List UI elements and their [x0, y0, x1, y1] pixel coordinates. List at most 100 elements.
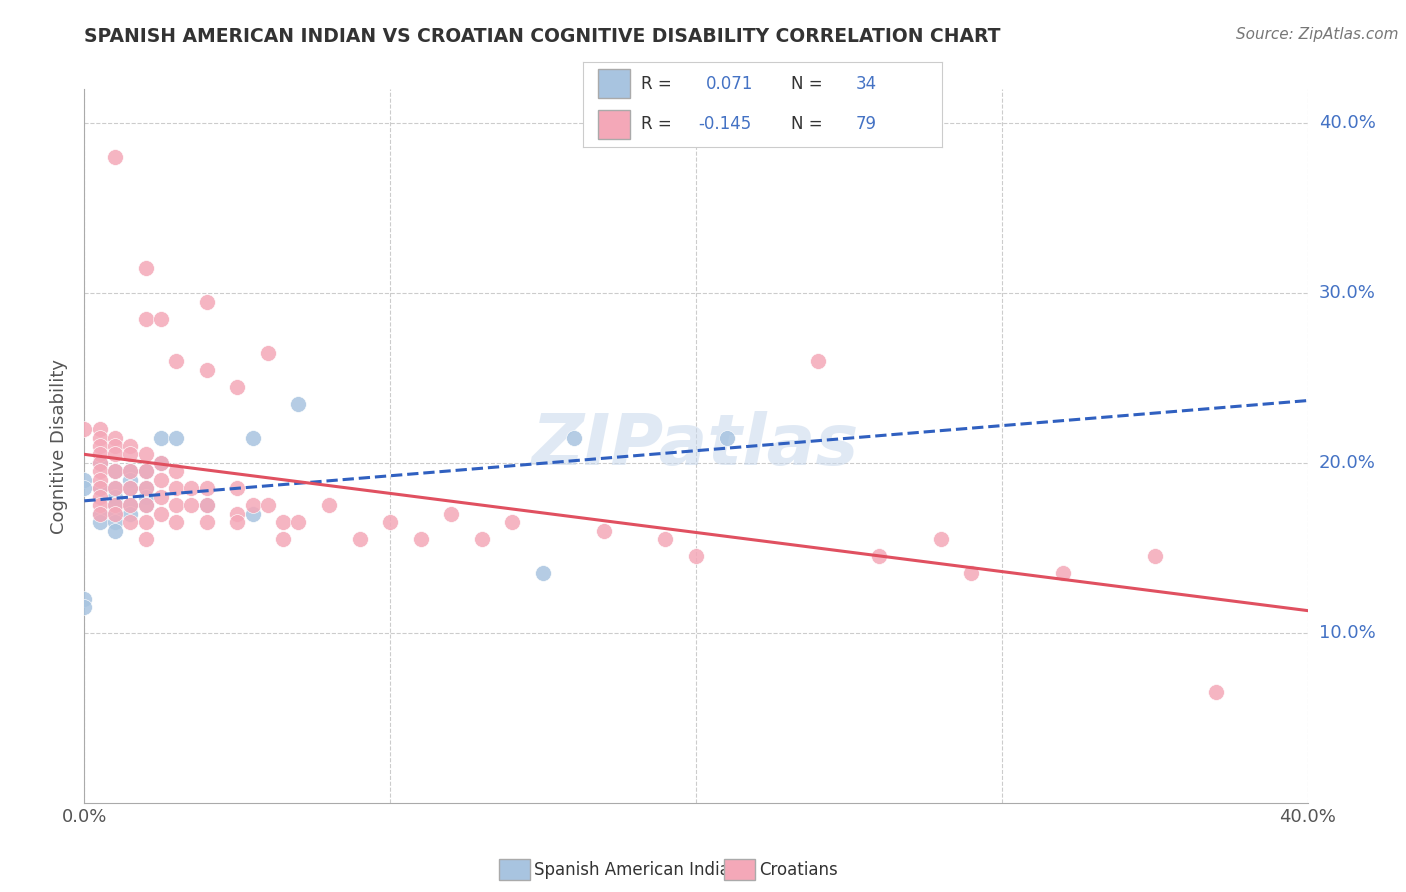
Point [120, 499, 142, 513]
Point [120, 499, 142, 513]
Point [120, 465, 142, 479]
Text: 20.0%: 20.0% [1319, 454, 1375, 472]
Point [135, 516, 157, 530]
Point [135, 448, 157, 462]
Point [1052, 566, 1074, 581]
Point [685, 549, 707, 564]
Text: 10.0%: 10.0% [1319, 624, 1375, 642]
Point [165, 499, 187, 513]
Point [89, 465, 111, 479]
Point [135, 482, 157, 496]
Point [180, 499, 202, 513]
Point [104, 499, 127, 513]
Point [271, 516, 294, 530]
Point [195, 294, 218, 309]
Point [89, 473, 111, 487]
Point [257, 345, 280, 359]
Text: ZIPatlas: ZIPatlas [533, 411, 859, 481]
Point [593, 524, 616, 538]
Point [1143, 549, 1166, 564]
Point [89, 516, 111, 530]
Point [89, 456, 111, 470]
Point [1205, 685, 1227, 699]
Point [104, 490, 127, 504]
Point [135, 465, 157, 479]
Point [165, 465, 187, 479]
Point [149, 456, 172, 470]
Point [440, 507, 463, 521]
Point [654, 533, 676, 547]
Text: N =: N = [792, 75, 828, 93]
Point [135, 482, 157, 496]
Point [195, 482, 218, 496]
Point [287, 396, 309, 410]
Text: R =: R = [641, 75, 676, 93]
Point [960, 566, 983, 581]
Point [409, 533, 432, 547]
Text: Source: ZipAtlas.com: Source: ZipAtlas.com [1236, 27, 1399, 42]
Point [226, 507, 249, 521]
Point [104, 150, 127, 164]
Point [104, 430, 127, 444]
Point [135, 260, 157, 275]
Point [349, 533, 371, 547]
Point [195, 499, 218, 513]
Point [149, 311, 172, 326]
Text: 0.071: 0.071 [706, 75, 752, 93]
Point [929, 533, 952, 547]
Point [195, 499, 218, 513]
Point [73, 591, 96, 606]
Point [257, 499, 280, 513]
Point [165, 354, 187, 368]
Point [104, 439, 127, 453]
Point [120, 482, 142, 496]
Point [716, 430, 738, 444]
Point [380, 516, 402, 530]
Point [226, 482, 249, 496]
Point [104, 482, 127, 496]
Point [149, 473, 172, 487]
Point [135, 311, 157, 326]
Text: R =: R = [641, 115, 676, 133]
Point [165, 516, 187, 530]
Point [531, 566, 554, 581]
Point [104, 507, 127, 521]
Point [89, 499, 111, 513]
Point [104, 516, 127, 530]
Text: 40.0%: 40.0% [1319, 114, 1375, 132]
Text: 30.0%: 30.0% [1319, 284, 1375, 302]
Point [104, 465, 127, 479]
Point [89, 448, 111, 462]
Point [89, 439, 111, 453]
Point [73, 473, 96, 487]
Point [165, 430, 187, 444]
Point [89, 430, 111, 444]
Text: 79: 79 [856, 115, 877, 133]
Point [318, 499, 340, 513]
Point [104, 482, 127, 496]
Point [89, 507, 111, 521]
Point [471, 533, 494, 547]
Point [869, 549, 891, 564]
Y-axis label: Cognitive Disability: Cognitive Disability [51, 359, 69, 533]
Text: SPANISH AMERICAN INDIAN VS CROATIAN COGNITIVE DISABILITY CORRELATION CHART: SPANISH AMERICAN INDIAN VS CROATIAN COGN… [84, 27, 1001, 45]
Point [135, 490, 157, 504]
Point [242, 507, 264, 521]
Point [120, 439, 142, 453]
Point [89, 490, 111, 504]
Point [120, 482, 142, 496]
Point [89, 422, 111, 436]
Point [89, 482, 111, 496]
Text: 34: 34 [856, 75, 877, 93]
Text: Croatians: Croatians [759, 861, 838, 879]
Point [242, 430, 264, 444]
Point [242, 499, 264, 513]
Point [135, 499, 157, 513]
Point [73, 482, 96, 496]
Point [89, 507, 111, 521]
FancyBboxPatch shape [598, 110, 630, 139]
Point [165, 482, 187, 496]
Point [562, 430, 585, 444]
Point [104, 465, 127, 479]
Text: N =: N = [792, 115, 828, 133]
